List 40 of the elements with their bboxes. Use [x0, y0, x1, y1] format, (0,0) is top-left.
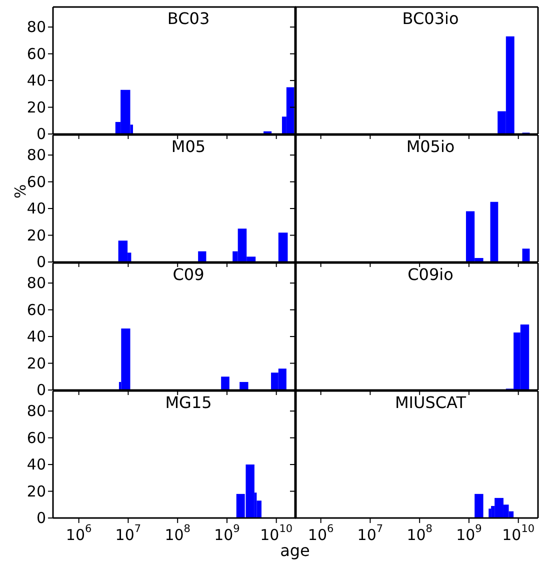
y-axis-title: % [11, 184, 30, 198]
y-tick-label: 40 [26, 200, 46, 218]
y-tick-label: 20 [26, 354, 46, 372]
y-tick-label: 0 [36, 381, 46, 399]
y-tick-label: 80 [26, 274, 46, 292]
chart-title: MIUSCAT [394, 393, 466, 412]
y-tick-label: 0 [36, 125, 46, 143]
x-tick-label: 10$^{8}$ [406, 523, 432, 544]
chart-title: M05 [171, 137, 206, 156]
x-axis-title: age [280, 541, 310, 560]
x-tick-label: 10$^{7}$ [357, 523, 384, 544]
y-tick-label: 60 [26, 428, 46, 447]
y-tick-label: 80 [26, 402, 46, 420]
chart-title: C09io [408, 265, 454, 284]
x-tick-label: 10$^{6}$ [308, 523, 334, 544]
y-tick-label: 20 [26, 482, 46, 500]
chart-title: BC03io [402, 9, 459, 28]
y-tick-label: 0 [36, 509, 46, 527]
y-tick-label: 60 [26, 172, 46, 191]
x-tick-label: 10$^{9}$ [214, 523, 240, 544]
chart-title: BC03 [167, 9, 210, 28]
chart-title: C09 [172, 265, 204, 284]
chart-title: MG15 [165, 393, 212, 412]
y-tick-label: 60 [26, 44, 46, 63]
y-tick-label: 20 [26, 98, 46, 116]
x-tick-label: 10$^{6}$ [66, 523, 92, 544]
x-tick-label: 10$^{10}$ [260, 523, 293, 544]
y-tick-label: 40 [26, 456, 46, 474]
y-tick-label: 80 [26, 146, 46, 164]
y-tick-label: 40 [26, 328, 46, 346]
y-tick-label: 20 [26, 226, 46, 244]
x-tick-label: 10$^{9}$ [456, 523, 482, 544]
y-tick-label: 60 [26, 300, 46, 319]
y-tick-label: 80 [26, 18, 46, 36]
x-tick-label: 10$^{8}$ [164, 523, 190, 544]
y-tick-label: 0 [36, 253, 46, 271]
x-tick-label: 10$^{7}$ [115, 523, 142, 544]
y-tick-label: 40 [26, 72, 46, 90]
chart-title: M05io [406, 137, 455, 156]
x-tick-label: 10$^{10}$ [502, 523, 535, 544]
